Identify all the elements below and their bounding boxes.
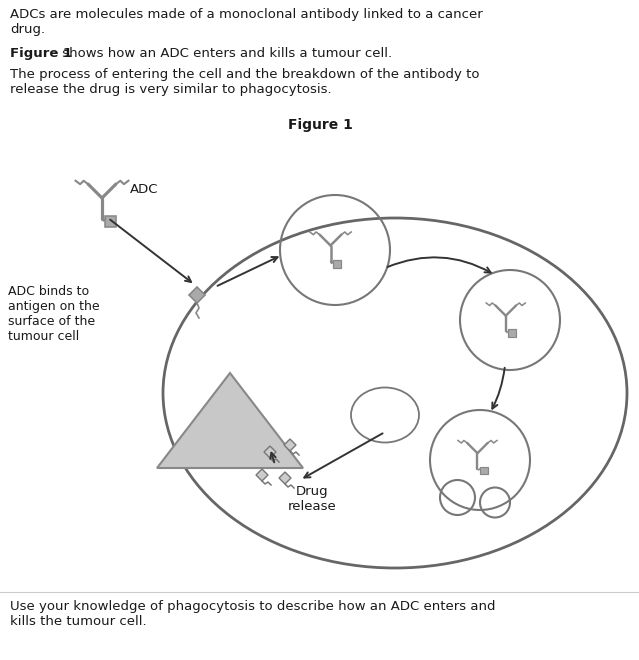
Text: Drug
release: Drug release	[288, 485, 336, 513]
Text: ADCs are molecules made of a monoclonal antibody linked to a cancer
drug.: ADCs are molecules made of a monoclonal …	[10, 8, 482, 36]
Bar	[333, 260, 341, 268]
Bar	[105, 216, 116, 227]
Text: Figure 1: Figure 1	[288, 118, 353, 132]
Text: shows how an ADC enters and kills a tumour cell.: shows how an ADC enters and kills a tumo…	[58, 47, 392, 60]
Polygon shape	[189, 287, 205, 303]
Polygon shape	[279, 472, 291, 484]
Bar	[508, 329, 516, 337]
Text: ADC: ADC	[130, 183, 158, 196]
Polygon shape	[256, 469, 268, 481]
Text: Use your knowledge of phagocytosis to describe how an ADC enters and
kills the t: Use your knowledge of phagocytosis to de…	[10, 600, 495, 628]
Polygon shape	[157, 373, 303, 468]
Text: The process of entering the cell and the breakdown of the antibody to
release th: The process of entering the cell and the…	[10, 68, 479, 96]
Polygon shape	[284, 439, 296, 451]
Text: Cell
death: Cell death	[206, 419, 254, 451]
Bar	[480, 467, 488, 475]
Text: ADC binds to
antigen on the
surface of the
tumour cell: ADC binds to antigen on the surface of t…	[8, 285, 100, 343]
Polygon shape	[264, 446, 276, 458]
Text: Figure 1: Figure 1	[10, 47, 72, 60]
